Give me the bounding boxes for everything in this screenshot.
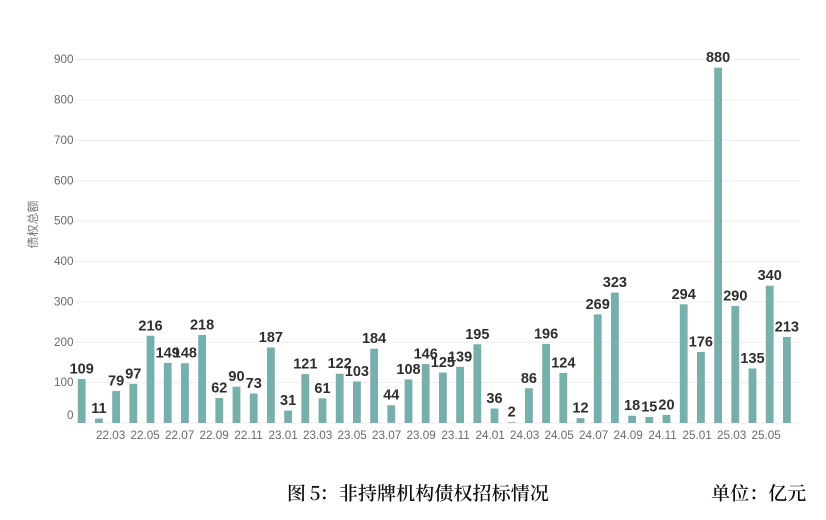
svg-text:323: 323 xyxy=(603,275,627,291)
svg-text:23.09: 23.09 xyxy=(406,429,435,442)
svg-text:24.07: 24.07 xyxy=(579,429,608,442)
svg-text:900: 900 xyxy=(54,53,74,66)
svg-text:2: 2 xyxy=(508,405,516,421)
svg-text:22.07: 22.07 xyxy=(165,429,194,442)
svg-text:124: 124 xyxy=(551,355,575,371)
svg-text:22.05: 22.05 xyxy=(130,429,160,442)
svg-text:149: 149 xyxy=(156,345,180,361)
svg-text:139: 139 xyxy=(448,349,472,365)
svg-text:125: 125 xyxy=(431,355,455,371)
svg-text:23.01: 23.01 xyxy=(268,429,297,442)
svg-text:24.11: 24.11 xyxy=(648,429,676,442)
svg-text:0: 0 xyxy=(67,409,74,422)
svg-text:400: 400 xyxy=(54,255,74,268)
svg-text:62: 62 xyxy=(211,380,227,396)
svg-text:25.03: 25.03 xyxy=(717,429,746,442)
svg-text:216: 216 xyxy=(138,318,162,334)
svg-text:148: 148 xyxy=(173,346,197,362)
svg-text:213: 213 xyxy=(775,319,799,335)
svg-text:24.09: 24.09 xyxy=(613,429,642,442)
svg-text:15: 15 xyxy=(641,399,657,415)
svg-text:340: 340 xyxy=(758,268,782,284)
svg-text:135: 135 xyxy=(740,351,764,367)
svg-text:90: 90 xyxy=(228,369,244,385)
svg-text:23.03: 23.03 xyxy=(303,429,332,442)
svg-text:600: 600 xyxy=(54,174,74,187)
svg-text:25.01: 25.01 xyxy=(682,429,711,442)
svg-text:23.05: 23.05 xyxy=(337,429,367,442)
svg-text:103: 103 xyxy=(345,364,369,380)
svg-text:22.11: 22.11 xyxy=(234,429,262,442)
svg-text:196: 196 xyxy=(534,326,558,342)
svg-text:23.11: 23.11 xyxy=(441,429,469,442)
svg-text:146: 146 xyxy=(414,347,438,363)
svg-text:108: 108 xyxy=(396,362,420,378)
svg-text:700: 700 xyxy=(54,134,74,147)
svg-text:11: 11 xyxy=(91,401,106,417)
svg-text:24.05: 24.05 xyxy=(544,429,574,442)
svg-text:269: 269 xyxy=(586,297,610,313)
svg-text:18: 18 xyxy=(624,398,640,414)
svg-text:121: 121 xyxy=(293,357,317,373)
svg-text:73: 73 xyxy=(246,376,262,392)
svg-text:36: 36 xyxy=(486,391,502,407)
svg-text:122: 122 xyxy=(328,356,352,372)
svg-text:218: 218 xyxy=(190,317,214,333)
svg-text:79: 79 xyxy=(108,374,124,390)
svg-text:23.07: 23.07 xyxy=(372,429,401,442)
svg-text:109: 109 xyxy=(70,361,94,377)
svg-text:25.05: 25.05 xyxy=(751,429,781,442)
svg-text:187: 187 xyxy=(259,330,283,346)
svg-text:12: 12 xyxy=(572,401,588,417)
svg-text:44: 44 xyxy=(383,388,399,404)
svg-text:20: 20 xyxy=(658,397,674,413)
svg-text:97: 97 xyxy=(125,366,141,382)
svg-text:176: 176 xyxy=(689,334,713,350)
svg-text:31: 31 xyxy=(280,393,296,409)
svg-text:86: 86 xyxy=(521,371,537,387)
svg-text:61: 61 xyxy=(314,381,330,397)
svg-text:195: 195 xyxy=(465,327,489,343)
svg-text:300: 300 xyxy=(54,295,74,308)
svg-text:22.03: 22.03 xyxy=(96,429,125,442)
svg-text:100: 100 xyxy=(54,376,74,389)
svg-text:880: 880 xyxy=(706,50,730,66)
svg-text:24.01: 24.01 xyxy=(475,429,504,442)
svg-text:24.03: 24.03 xyxy=(510,429,539,442)
svg-text:200: 200 xyxy=(54,336,74,349)
svg-text:22.09: 22.09 xyxy=(199,429,228,442)
svg-text:800: 800 xyxy=(54,94,74,107)
svg-text:294: 294 xyxy=(672,287,696,303)
svg-text:184: 184 xyxy=(362,331,386,347)
svg-text:290: 290 xyxy=(723,288,747,304)
svg-text:500: 500 xyxy=(54,215,74,228)
